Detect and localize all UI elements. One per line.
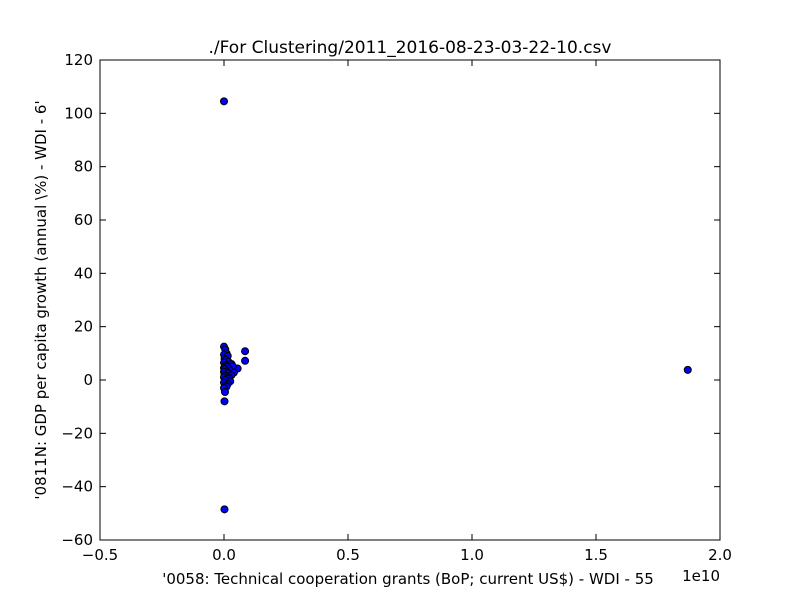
- x-offset-label: 1e10: [682, 567, 720, 585]
- x-axis-label: '0058: Technical cooperation grants (BoP…: [162, 570, 654, 588]
- y-tick-label: 120: [64, 51, 93, 69]
- y-tick-label: −20: [61, 424, 93, 442]
- y-ticks: −60 −40 −20 0 20 40 60 80 100 120: [61, 51, 720, 549]
- data-point: [683, 365, 692, 374]
- points-layer: [220, 97, 692, 514]
- y-tick-label: 60: [74, 211, 93, 229]
- x-tick-label: −0.5: [82, 546, 118, 564]
- data-point: [220, 505, 229, 514]
- y-tick-label: 100: [64, 104, 93, 122]
- x-tick-label: 0.0: [212, 546, 236, 564]
- data-point: [220, 97, 228, 106]
- chart-title: ./For Clustering/2011_2016-08-23-03-22-1…: [209, 38, 612, 58]
- y-tick-label: −40: [61, 478, 93, 496]
- x-tick-label: 0.5: [336, 546, 360, 564]
- data-point: [241, 347, 250, 356]
- data-point: [220, 397, 229, 406]
- y-tick-label: 40: [74, 264, 93, 282]
- data-point: [241, 356, 250, 365]
- y-tick-label: 0: [83, 371, 93, 389]
- y-tick-label: 20: [74, 318, 93, 336]
- data-point: [220, 388, 229, 396]
- x-tick-label: 1.0: [460, 546, 484, 564]
- x-tick-label: 1.5: [584, 546, 608, 564]
- x-ticks: −0.5 0.0 0.5 1.0 1.5 2.0: [82, 60, 732, 564]
- x-tick-label: 2.0: [708, 546, 732, 564]
- y-tick-label: −60: [61, 531, 93, 549]
- plot-area: [99, 59, 721, 541]
- y-axis-label: '0811N: GDP per capita growth (annual \%…: [32, 100, 50, 499]
- y-tick-label: 80: [74, 158, 93, 176]
